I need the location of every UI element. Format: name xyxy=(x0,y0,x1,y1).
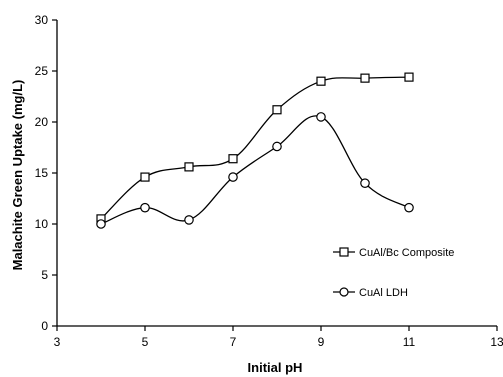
legend-label: CuAl/Bc Composite xyxy=(359,247,454,259)
series-1-point-square-marker xyxy=(404,72,414,82)
series-2-point-circle-marker xyxy=(404,202,414,213)
series-1-line xyxy=(100,76,410,220)
x-tick-label: 5 xyxy=(142,335,149,349)
series-2-point-circle-marker xyxy=(140,202,150,213)
legend-label: CuAl LDH xyxy=(359,287,408,299)
series-2-point-circle-marker xyxy=(184,215,194,225)
x-axis-title: Initial pH xyxy=(248,360,303,375)
legend-circle-marker xyxy=(339,287,349,297)
x-tick-label: 7 xyxy=(230,335,237,349)
series-1-point-square-marker xyxy=(272,105,282,115)
legend: CuAl/Bc Composite CuAl LDH xyxy=(333,247,454,299)
series-2-point-circle-marker xyxy=(228,172,238,182)
x-tick-label: 11 xyxy=(403,335,416,349)
series-2-point-circle-marker xyxy=(272,141,282,152)
x-tick-label: 9 xyxy=(318,335,325,349)
y-tick-label: 30 xyxy=(35,13,49,27)
x-tick-label: 13 xyxy=(490,335,503,349)
series-2-point-circle-marker xyxy=(360,178,370,188)
series-2-line xyxy=(100,115,410,225)
y-tick-label: 0 xyxy=(41,319,48,333)
legend-square-marker xyxy=(339,247,349,257)
y-tick-label: 25 xyxy=(35,64,49,78)
y-axis-title: Malachite Green Uptake (mg/L) xyxy=(10,80,25,271)
x-tick-label: 3 xyxy=(54,335,61,349)
y-tick-label: 10 xyxy=(35,217,49,231)
series-1-point-square-marker xyxy=(140,172,150,182)
series-2-point-circle-marker xyxy=(96,219,106,229)
y-tick-label: 15 xyxy=(35,166,49,180)
y-tick-label: 5 xyxy=(41,268,48,282)
series-1-point-square-marker xyxy=(184,162,194,172)
series-2-point-circle-marker xyxy=(316,112,326,122)
series-1-point-square-marker xyxy=(360,73,370,83)
y-tick-label: 20 xyxy=(35,115,49,129)
series-1-point-square-marker xyxy=(316,76,326,86)
series-1-point-square-marker xyxy=(228,154,238,164)
plot-area xyxy=(96,72,414,229)
